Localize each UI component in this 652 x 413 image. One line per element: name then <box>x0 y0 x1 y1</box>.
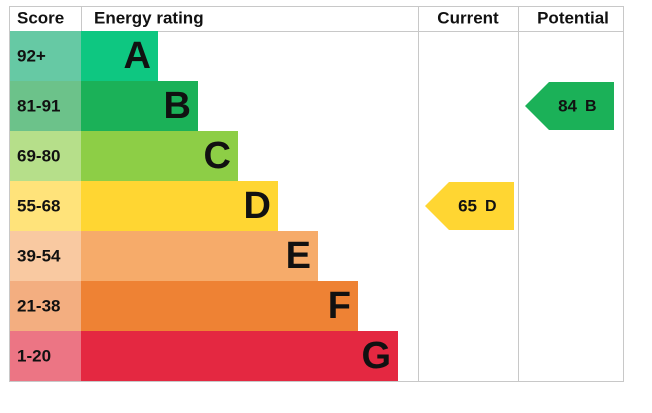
score-cell <box>10 281 81 331</box>
band-letter: A <box>124 35 151 77</box>
score-range: 21-38 <box>17 296 60 315</box>
score-cell <box>10 31 81 81</box>
rating-bar <box>81 131 238 181</box>
score-range: 39-54 <box>17 246 61 265</box>
score-range: 92+ <box>17 46 46 65</box>
score-cell <box>10 331 81 381</box>
header-score: Score <box>17 8 64 27</box>
band-letter: C <box>204 135 231 177</box>
rating-bar <box>81 281 358 331</box>
header-rating: Energy rating <box>94 8 204 27</box>
score-range: 69-80 <box>17 146 60 165</box>
score-cell <box>10 231 81 281</box>
score-cell <box>10 181 81 231</box>
potential-arrow <box>525 82 614 130</box>
current-letter: D <box>485 198 497 215</box>
score-range: 81-91 <box>17 96 60 115</box>
rating-bar <box>81 331 398 381</box>
band-letter: G <box>361 335 391 377</box>
band-letter: F <box>328 285 351 327</box>
band-letter: B <box>164 85 191 127</box>
header-current: Current <box>437 8 499 27</box>
score-range: 55-68 <box>17 196 60 215</box>
potential-letter: B <box>585 98 597 115</box>
current-value: 65 <box>458 196 477 215</box>
potential-value: 84 <box>558 96 577 115</box>
score-cell <box>10 131 81 181</box>
rating-bar <box>81 31 158 81</box>
rating-bar <box>81 81 198 131</box>
band-letter: E <box>286 235 311 277</box>
score-cell <box>10 81 81 131</box>
score-range: 1-20 <box>17 346 51 365</box>
current-arrow <box>425 182 514 230</box>
frame <box>9 6 624 382</box>
header-potential: Potential <box>537 8 609 27</box>
band-letter: D <box>244 185 271 227</box>
rating-bar <box>81 181 278 231</box>
rating-bar <box>81 231 318 281</box>
